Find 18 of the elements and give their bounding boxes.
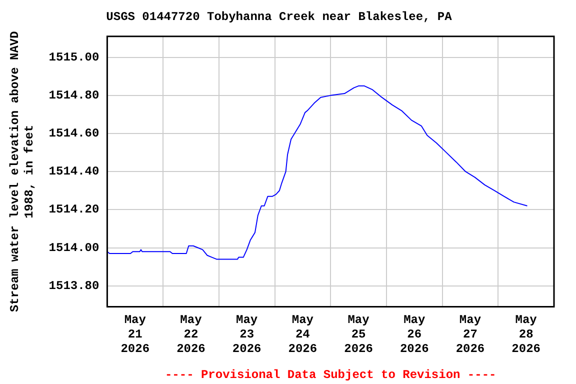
x-tick-label: May 24 2026 xyxy=(288,313,318,356)
y-tick-label: 1514.20 xyxy=(48,202,100,217)
x-tick-label: May 26 2026 xyxy=(400,313,429,356)
text: ---- Provisional Data Subject to Revision ---- xyxy=(164,368,496,382)
y-tick-label: 1514.40 xyxy=(48,164,100,179)
y-axis-title: Stream water level elevation above NAVD 1988, in feet xyxy=(8,31,37,312)
x-tick-label: May 27 2026 xyxy=(456,313,485,356)
chart-title: USGS 01447720 Tobyhanna Creek near Blakeslee, PA xyxy=(106,10,453,24)
y-tick-label: 1514.00 xyxy=(48,240,100,255)
y-tick-label: 1515.00 xyxy=(48,50,100,64)
x-tick-label: May 22 2026 xyxy=(176,313,206,356)
y-tick-label: 1513.80 xyxy=(48,278,100,293)
x-tick-label: May 21 2026 xyxy=(120,313,150,356)
y-tick-label: 1514.80 xyxy=(48,88,100,102)
x-tick-label: May 23 2026 xyxy=(232,313,262,356)
x-tick-label: May 25 2026 xyxy=(344,313,373,356)
y-tick-label: 1514.60 xyxy=(48,126,100,141)
x-tick-label: May 28 2026 xyxy=(512,313,540,356)
